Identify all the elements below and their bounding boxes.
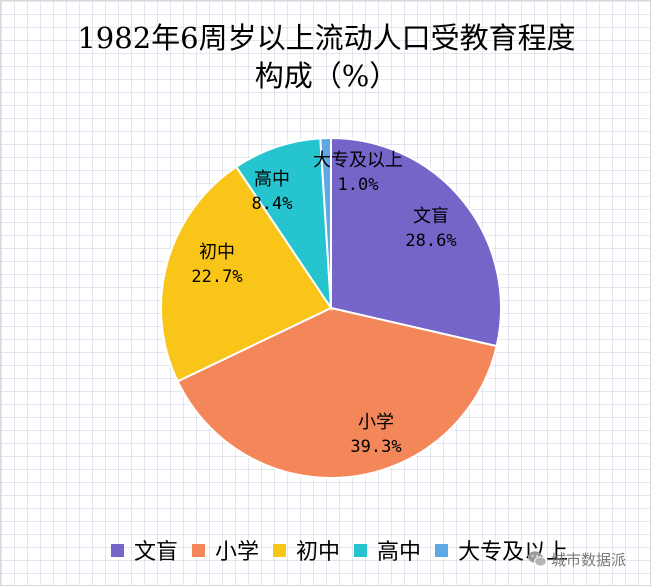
legend-item-1: 文盲 bbox=[111, 534, 178, 566]
chart-title-line-1: 1982年6周岁以上流动人口受教育程度 bbox=[77, 21, 576, 55]
pie-slice-5 bbox=[319, 136, 332, 309]
slice-label-value-1: 28.6% bbox=[405, 231, 456, 251]
legend-item-5: 大专及以上 bbox=[435, 534, 568, 566]
chart-title: 1982年6周岁以上流动人口受教育程度 构成（%） bbox=[1, 19, 650, 95]
slice-label-category-1: 文盲 bbox=[413, 206, 449, 227]
pie-slice-4 bbox=[234, 137, 333, 312]
legend-label-2: 小学 bbox=[215, 540, 260, 565]
wechat-icon bbox=[528, 551, 547, 567]
watermark-text: 城市数据派 bbox=[551, 550, 627, 569]
legend: 文盲 小学 初中 高中 大专及以上 bbox=[111, 534, 631, 566]
slice-label-value-5: 1.0% bbox=[338, 175, 379, 195]
slice-label-category-4: 高中 bbox=[254, 169, 290, 190]
legend-swatch-3 bbox=[273, 543, 287, 557]
slice-label-value-2: 39.3% bbox=[350, 437, 401, 457]
legend-swatch-4 bbox=[354, 543, 368, 557]
legend-swatch-5 bbox=[435, 543, 449, 557]
slice-label-value-4: 8.4% bbox=[252, 194, 293, 214]
pie-slice-3 bbox=[160, 165, 333, 383]
legend-swatch-1 bbox=[111, 543, 124, 557]
legend-item-4: 高中 bbox=[354, 534, 421, 566]
legend-label-5: 大专及以上 bbox=[458, 540, 569, 565]
slice-label-value-3: 22.7% bbox=[191, 267, 242, 287]
slice-label-category-3: 初中 bbox=[199, 242, 235, 263]
legend-item-2: 小学 bbox=[192, 534, 259, 566]
pie-slice-1 bbox=[330, 136, 502, 348]
legend-label-3: 初中 bbox=[296, 540, 341, 565]
legend-swatch-2 bbox=[192, 543, 206, 557]
legend-item-3: 初中 bbox=[273, 534, 340, 566]
pie-slice-2 bbox=[176, 306, 498, 479]
chart-title-line-2: 构成（%） bbox=[254, 59, 399, 93]
slice-label-category-5: 大专及以上 bbox=[313, 150, 403, 171]
watermark: 城市数据派 bbox=[527, 547, 626, 571]
legend-label-1: 文盲 bbox=[134, 540, 179, 565]
legend-label-4: 高中 bbox=[377, 540, 422, 565]
slice-label-category-2: 小学 bbox=[358, 412, 394, 433]
